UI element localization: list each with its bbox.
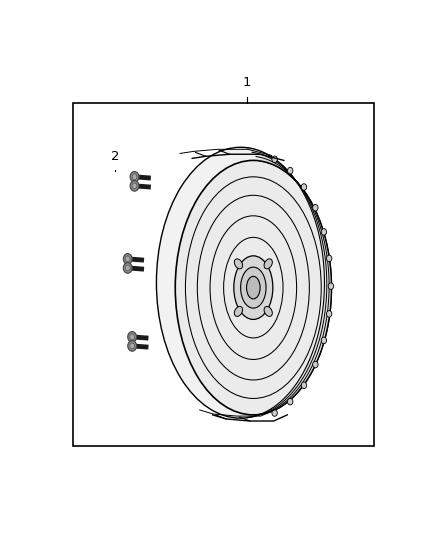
Circle shape — [321, 229, 327, 235]
Circle shape — [313, 205, 318, 211]
Bar — [74, 103, 374, 446]
Circle shape — [132, 183, 137, 189]
Circle shape — [130, 334, 134, 340]
Circle shape — [326, 311, 332, 317]
Circle shape — [132, 174, 137, 180]
Circle shape — [326, 255, 332, 262]
Circle shape — [272, 410, 277, 416]
Text: 1: 1 — [242, 76, 251, 90]
Ellipse shape — [234, 306, 243, 317]
Circle shape — [287, 398, 293, 405]
Circle shape — [328, 283, 334, 289]
Ellipse shape — [234, 259, 243, 269]
Circle shape — [124, 263, 132, 273]
Ellipse shape — [247, 276, 260, 299]
Circle shape — [313, 361, 318, 368]
Polygon shape — [248, 148, 332, 418]
Circle shape — [130, 343, 134, 349]
Ellipse shape — [264, 306, 272, 317]
Circle shape — [128, 341, 137, 351]
Circle shape — [130, 172, 139, 182]
Circle shape — [301, 382, 307, 389]
Circle shape — [130, 181, 139, 191]
Ellipse shape — [240, 267, 266, 308]
Circle shape — [287, 167, 293, 174]
Circle shape — [301, 184, 307, 190]
Circle shape — [125, 265, 130, 271]
Ellipse shape — [264, 259, 272, 269]
Circle shape — [128, 332, 137, 342]
Circle shape — [272, 156, 277, 163]
Ellipse shape — [156, 147, 325, 418]
Ellipse shape — [234, 256, 273, 319]
Ellipse shape — [175, 160, 332, 415]
Circle shape — [125, 256, 130, 262]
Circle shape — [124, 254, 132, 264]
Text: 2: 2 — [111, 150, 120, 163]
Circle shape — [321, 337, 327, 344]
